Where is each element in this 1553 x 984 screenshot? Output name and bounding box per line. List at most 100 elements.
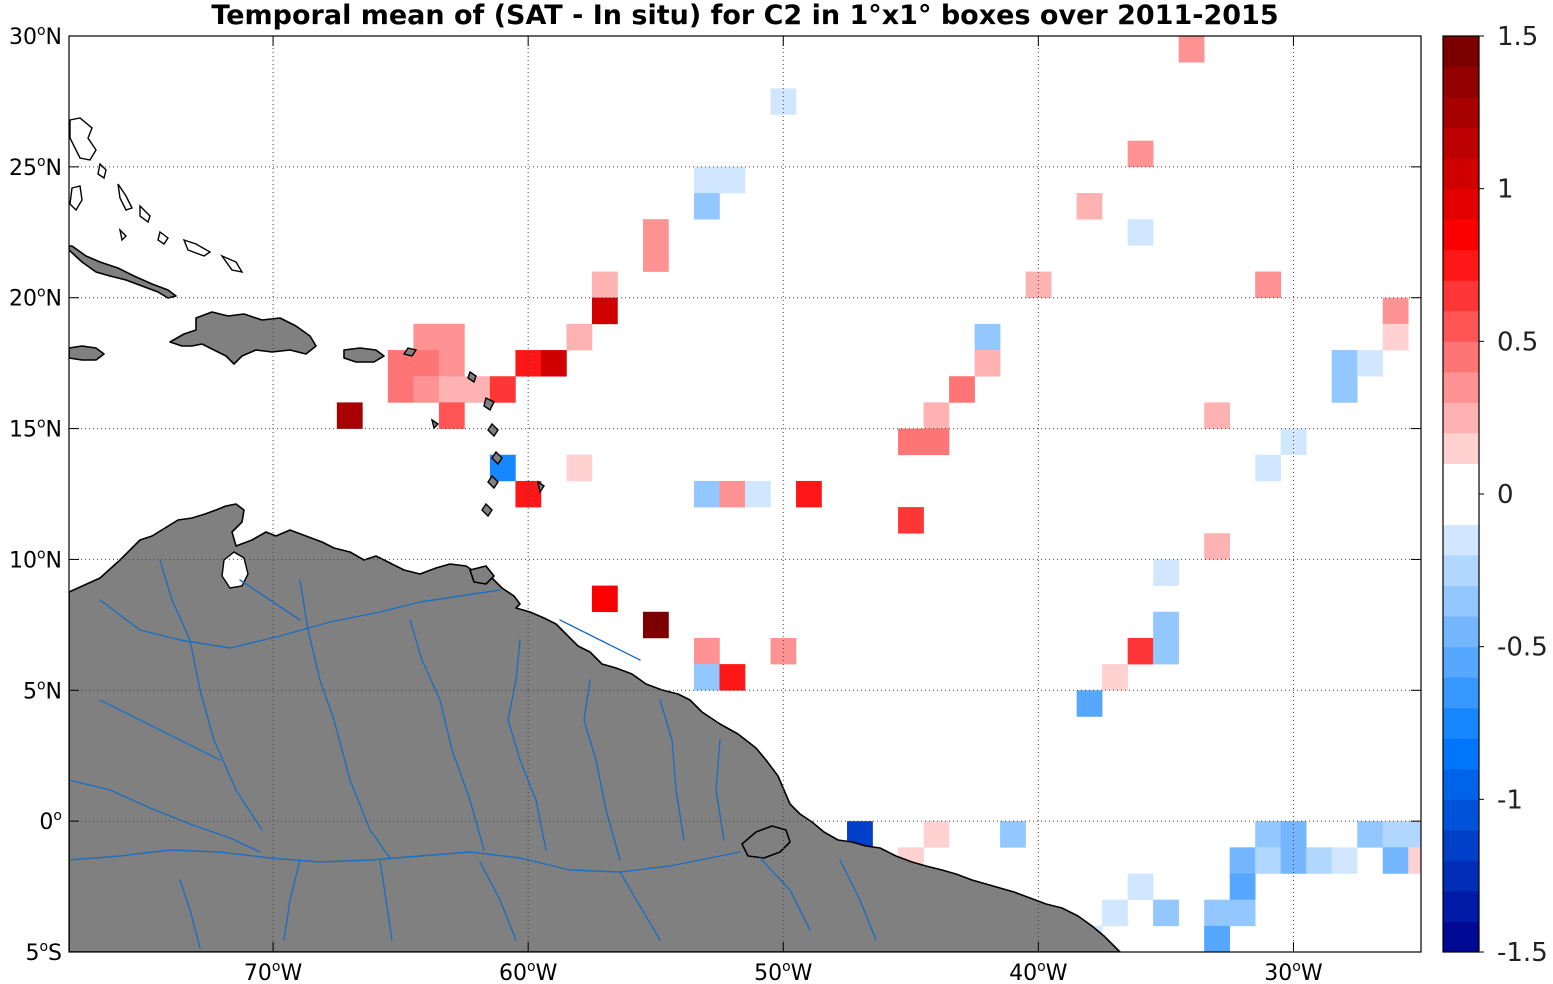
lon-tick-label: 40oW: [1009, 959, 1068, 984]
lat-tick-label: 10oN: [9, 546, 62, 573]
land-layer: [69, 117, 1121, 952]
anomaly-cell: [693, 480, 720, 508]
anomaly-cell: [413, 350, 440, 377]
anomaly-cell: [1229, 873, 1256, 900]
anomaly-cell: [1102, 899, 1128, 927]
colorbar-swatch: [1443, 127, 1479, 159]
colorbar-swatch: [1443, 432, 1479, 464]
anomaly-cell: [591, 585, 618, 613]
latitude-labels: 30oN 25oN 20oN 15oN 10oN 5oN 0o 5oS: [9, 23, 62, 966]
anomaly-cell: [1306, 847, 1333, 874]
colorbar-swatch: [1443, 494, 1479, 526]
lesser-antilles-islets: [402, 347, 545, 518]
anomaly-cell: [489, 376, 516, 403]
colorbar-swatch: [1443, 188, 1479, 220]
colorbar-swatch: [1443, 616, 1479, 648]
colorbar-swatch: [1443, 463, 1479, 495]
trinidad-island: [469, 565, 495, 585]
anomaly-cell: [693, 166, 720, 194]
anomaly-cell: [438, 376, 465, 403]
anomaly-cell: [1153, 611, 1179, 639]
anomaly-cell: [642, 611, 669, 639]
anomaly-cell: [1357, 821, 1384, 848]
lat-tick-label: 5oN: [23, 677, 62, 704]
anomaly-cell: [1408, 821, 1421, 848]
colorbar-swatch: [1443, 249, 1479, 281]
anomaly-cell: [1408, 847, 1421, 874]
anomaly-cell: [1382, 297, 1409, 325]
map-frame: [68, 35, 1422, 953]
anomaly-cell: [745, 480, 771, 508]
bahamas-islets: [69, 117, 244, 273]
anomaly-cell: [1204, 952, 1230, 978]
lat-tick-label: 0o: [39, 808, 62, 835]
marajo-island: [741, 825, 791, 859]
anomaly-cell: [1204, 533, 1230, 560]
anomaly-cell: [923, 821, 950, 848]
lon-tick-label: 60oW: [499, 959, 558, 984]
colorbar-swatch: [1443, 524, 1479, 556]
anomaly-cell: [1229, 899, 1256, 927]
anomaly-cell: [1255, 454, 1281, 482]
anomaly-cell: [540, 350, 567, 377]
axis-tick-marks: [69, 35, 1421, 953]
anomaly-cell: [693, 637, 720, 665]
anomaly-cell: [1127, 637, 1154, 665]
colorbar-swatch: [1443, 66, 1479, 98]
anomaly-cell: [1382, 821, 1409, 848]
anomaly-cell: [413, 323, 440, 351]
colorbar-swatch: [1443, 829, 1479, 861]
graticule: [69, 36, 1421, 952]
river-network: [69, 559, 877, 949]
map-panel: [69, 36, 1421, 984]
anomaly-cell: [413, 376, 440, 403]
colorbar-swatch: [1443, 219, 1479, 251]
anomaly-cell: [949, 376, 975, 403]
anomaly-cell: [642, 219, 669, 246]
anomaly-cell: [923, 402, 950, 429]
anomaly-cell: [336, 402, 363, 429]
lat-tick-label: 5oS: [25, 939, 62, 966]
anomaly-cell: [719, 664, 746, 691]
anomaly-cell: [1102, 664, 1128, 691]
lat-tick-label: 15oN: [9, 416, 62, 443]
colorbar-swatch: [1443, 158, 1479, 190]
anomaly-cell: [566, 454, 593, 482]
colorbar-swatch: [1443, 677, 1479, 709]
colorbar-tick-label: 1: [1497, 175, 1514, 205]
south-america-landmass: [69, 503, 1121, 952]
anomaly-cell: [387, 376, 414, 403]
colorbar-swatch: [1443, 707, 1479, 739]
anomaly-cell: [1179, 978, 1205, 984]
anomaly-cell: [719, 480, 746, 508]
anomaly-cell: [1179, 952, 1205, 978]
anomaly-cell: [591, 271, 618, 299]
colorbar-tick-label: 0.5: [1497, 327, 1538, 357]
anomaly-cell: [1331, 350, 1358, 377]
anomaly-cell: [642, 245, 669, 272]
anomaly-cell: [1331, 376, 1358, 403]
anomaly-cell: [1255, 847, 1281, 874]
anomaly-cell: [923, 428, 950, 456]
anomaly-cell: [1178, 36, 1205, 63]
anomaly-cell: [1127, 219, 1154, 246]
cuba-island: [69, 245, 177, 299]
anomaly-cell: [1127, 873, 1154, 900]
colorbar-swatches: [1443, 36, 1479, 953]
anomaly-cell: [438, 350, 465, 377]
anomaly-cell: [719, 166, 746, 194]
figure-title: Temporal mean of (SAT - In situ) for C2 …: [211, 0, 1278, 31]
anomaly-cell: [693, 193, 720, 220]
colorbar-tick-label: -0.5: [1497, 633, 1548, 663]
anomaly-cell: [1000, 821, 1026, 848]
lat-tick-label: 25oN: [9, 154, 62, 181]
anomaly-cell: [1153, 899, 1179, 927]
anomaly-cell: [1255, 271, 1281, 299]
anomaly-cell: [1204, 925, 1230, 952]
anomaly-cell: [974, 323, 1001, 351]
colorbar-swatch: [1443, 280, 1479, 312]
lake-maracaibo: [221, 551, 249, 589]
colorbar-swatch: [1443, 738, 1479, 770]
lon-tick-label: 50oW: [754, 959, 813, 984]
anomaly-cell: [974, 350, 1001, 377]
